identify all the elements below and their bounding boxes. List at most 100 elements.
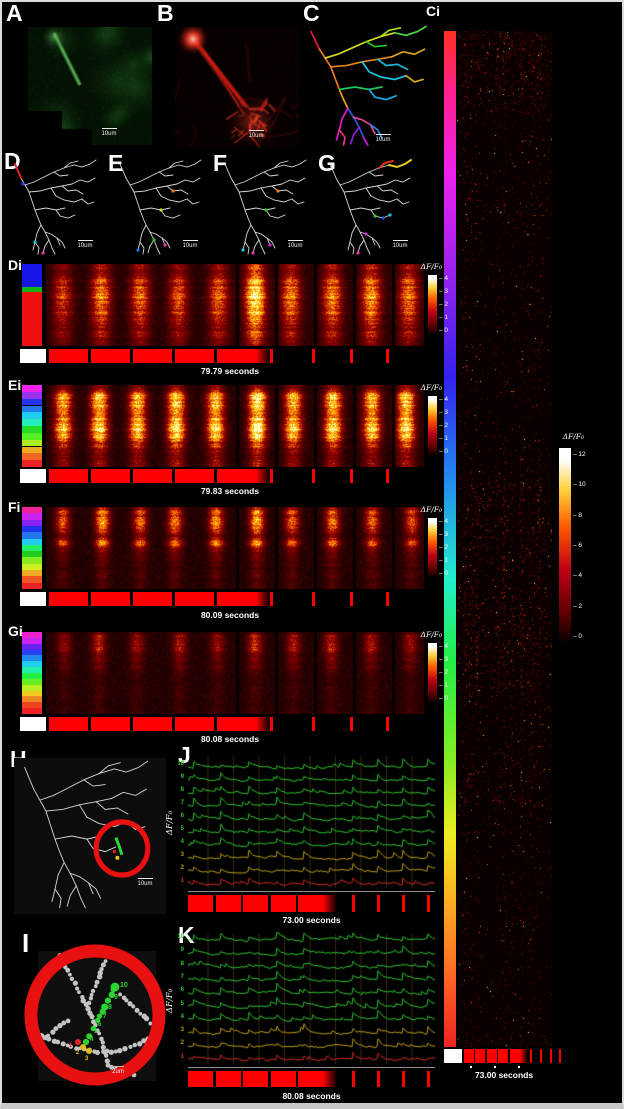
stimulus-on-block [217,349,256,363]
dendrite-branch [387,178,410,184]
dendrite-bead [42,1035,48,1041]
dendrite-branch [134,192,140,210]
dendrite-region-color [22,532,42,539]
stimulus-fade [256,592,270,606]
dendrite-region-color [22,696,42,703]
dendrite-region-color [22,702,42,709]
colorbar-title: ΔF/F₀ [420,505,442,514]
dendrite-branch [348,225,356,250]
dendrite-bead [75,986,80,991]
dendrite-region-color [22,544,42,552]
dendrite-bead [67,972,72,977]
panel-b-red-fluorescence-image [175,27,299,147]
trace-number-label: 2 [180,1040,184,1047]
panel-ei-kymograph [46,385,424,467]
dendrite-branch [339,130,345,145]
dendrite-branch [55,839,64,862]
dendrite-bead [90,988,96,994]
stimulus-bar [444,1049,564,1063]
stimulus-start-marker [20,717,46,731]
dendrite-bead [124,998,129,1003]
dendrite-branch [369,172,383,176]
colorbar-tick-label: – 1 [439,682,449,689]
stimulus-on-block [217,592,256,606]
dendrite-region-color [22,446,42,454]
stimulus-pulse-tick [427,895,430,912]
point-number-label: 2 [76,1050,80,1056]
dendrite-branch [88,883,100,899]
panel-c-colored-tracing [301,24,443,150]
colorbar-tick-label: – 2 [439,301,449,308]
dendrite-branch [282,178,305,184]
stimulus-pulse-tick [312,349,315,363]
dendrite-bead [88,996,94,1001]
highlighted-point [264,208,268,212]
dendrite-region-color [22,412,42,420]
colorbar-tick-label: – 4 [439,643,449,650]
dendrite-branch [366,42,386,47]
dendrite-region-color [22,538,42,545]
dendrite-branch [81,898,86,907]
stimulus-pulse-tick [377,895,380,912]
dendrite-branch [57,238,65,248]
panel-gi-kymograph [46,632,424,714]
highlighted-branch [389,160,411,167]
dendrite-branch [70,873,93,893]
dendrite-branch [325,33,395,58]
colorbar-tick-label: – 3 [439,288,449,295]
dendrite-bead [99,1036,104,1042]
dendrite-region-color [22,398,42,406]
dendrite-bead [93,984,98,989]
dendrite-color-strip [22,507,42,589]
dendrite-branch [156,188,187,202]
dendrite-branch [140,208,170,210]
dendrite-branch [348,108,364,137]
dendrite-bead [118,992,123,997]
stimulus-on-block [188,895,213,912]
dendrite-branch [362,62,406,80]
highlighted-point [33,240,37,244]
highlighted-point [251,251,255,255]
roi-bead-green [90,1025,97,1032]
highlighted-point [381,216,385,220]
stimulus-on-block [133,717,172,731]
stimulus-pulse-tick [350,469,353,483]
dendrite-branch [35,208,65,210]
dendrite-branch [134,184,177,192]
dendrite-bead [105,1063,110,1068]
dendrite-bead [94,979,100,985]
stimulus-pulse-tick [352,1071,355,1087]
dendrite-branch [56,210,75,218]
colorbar-tick-label: – 4 [439,275,449,282]
panel-g-skeleton [323,158,423,255]
highlighted-point [152,238,156,242]
dendrite-region-color [22,385,42,392]
dendrite-branch [397,199,409,204]
scale-bar [376,134,391,135]
stimulus-fade [519,1049,528,1063]
dendrite-branch [159,172,173,176]
stimulus-on-block [188,1071,213,1087]
scale-bar [183,240,198,241]
dendrite-branch [245,242,249,254]
time-label: 73.00 seconds [474,1070,534,1080]
roi-bead-green [99,1008,106,1015]
stimulus-on-block [133,592,172,606]
panel-di-kymograph [46,264,424,346]
dendrite-region-color [22,563,42,571]
stimulus-on-block [463,1049,474,1063]
highlighted-point [159,208,163,212]
point-number-label: 9 [114,994,118,1001]
highlighted-point [41,251,45,255]
highlighted-point [364,232,368,236]
dendrite-bead [138,1011,143,1016]
dendrite-region-color [22,291,42,346]
stimulus-start-marker [20,349,46,363]
dendrite-region-color [22,439,42,447]
dendrite-branch [52,863,64,902]
dendrite-branch [114,761,147,772]
dendrite-branch [395,27,426,36]
dendrite-region-color [22,264,42,287]
dendrite-branch [46,811,55,839]
panel-j-traces [188,754,435,890]
